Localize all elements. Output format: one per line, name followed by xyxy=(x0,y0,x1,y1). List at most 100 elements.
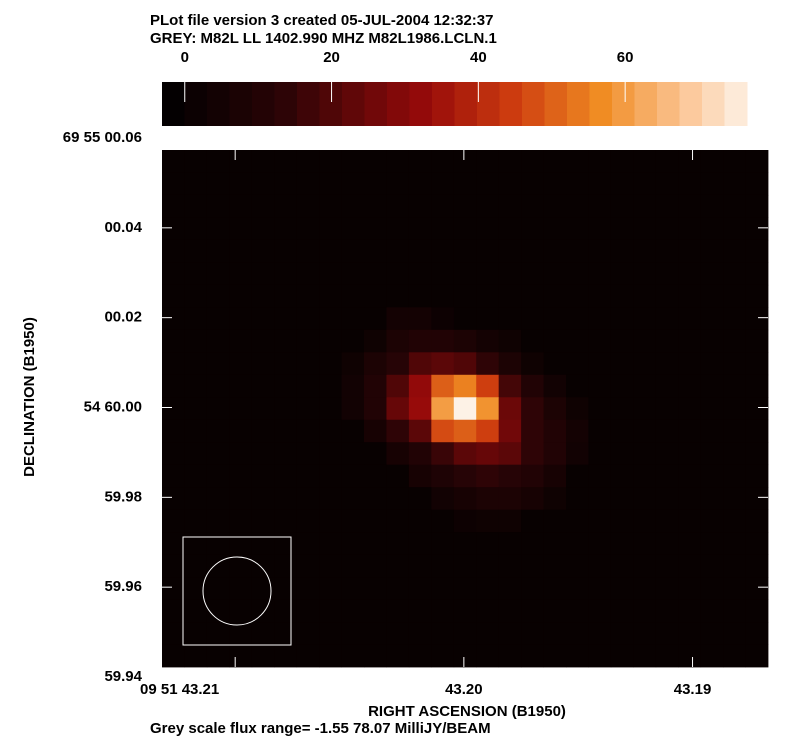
pixel xyxy=(386,622,410,645)
pixel xyxy=(678,194,702,218)
pixel xyxy=(453,150,477,173)
pixel xyxy=(251,644,275,668)
pixel xyxy=(206,577,230,600)
pixel xyxy=(678,554,702,578)
pixel xyxy=(453,284,477,308)
pixel xyxy=(184,599,208,623)
pixel xyxy=(521,307,544,331)
pixel xyxy=(274,150,298,173)
pixel xyxy=(206,532,230,556)
pixel xyxy=(521,262,544,286)
pixel xyxy=(476,644,500,668)
pixel xyxy=(655,374,679,398)
colorbar-tick-label: 0 xyxy=(181,49,189,66)
pixel xyxy=(162,532,185,556)
pixel xyxy=(498,262,522,286)
pixel xyxy=(543,577,567,600)
pixel xyxy=(431,599,455,623)
pixel xyxy=(566,329,589,353)
pixel xyxy=(319,554,342,578)
pixel xyxy=(251,194,275,218)
pixel xyxy=(162,464,185,488)
pixel xyxy=(319,374,342,398)
pixel xyxy=(700,509,724,533)
image xyxy=(162,150,769,668)
pixel xyxy=(610,599,634,623)
pixel xyxy=(251,419,275,443)
pixel xyxy=(566,194,589,218)
pixel xyxy=(521,194,544,218)
pixel xyxy=(700,464,724,488)
pixel xyxy=(610,329,634,353)
pixel xyxy=(678,172,702,196)
footer-note: Grey scale flux range= -1.55 78.07 Milli… xyxy=(150,720,491,737)
pixel xyxy=(296,172,320,196)
pixel xyxy=(453,262,477,286)
pixel xyxy=(364,487,387,511)
pixel xyxy=(610,464,634,488)
pixel xyxy=(633,352,657,376)
pixel xyxy=(229,150,253,173)
pixel xyxy=(431,532,455,556)
pixel xyxy=(566,577,589,600)
pixel xyxy=(498,397,522,421)
y-tick-label: 69 55 00.06 xyxy=(63,129,142,146)
colorbar-step xyxy=(724,82,748,126)
pixel xyxy=(723,284,746,308)
pixel xyxy=(588,419,612,443)
pixel xyxy=(296,509,320,533)
pixel xyxy=(408,284,432,308)
pixel xyxy=(678,374,702,398)
pixel xyxy=(408,172,432,196)
pixel xyxy=(386,262,410,286)
pixel xyxy=(588,599,612,623)
pixel xyxy=(498,622,522,645)
pixel xyxy=(341,239,365,263)
pixel xyxy=(723,419,746,443)
colorbar-step xyxy=(612,82,635,126)
pixel xyxy=(274,622,298,645)
colorbar-step xyxy=(679,82,703,126)
pixel xyxy=(408,374,432,398)
pixel xyxy=(543,464,567,488)
pixel xyxy=(543,419,567,443)
pixel xyxy=(610,554,634,578)
pixel xyxy=(566,150,589,173)
pixel xyxy=(476,419,500,443)
pixel xyxy=(162,509,185,533)
pixel xyxy=(341,172,365,196)
pixel xyxy=(274,172,298,196)
pixel xyxy=(296,397,320,421)
pixel xyxy=(498,352,522,376)
pixel xyxy=(162,397,185,421)
pixel xyxy=(655,532,679,556)
pixel xyxy=(364,577,387,600)
pixel xyxy=(453,644,477,668)
pixel xyxy=(543,532,567,556)
pixel xyxy=(610,239,634,263)
colorbar xyxy=(162,82,748,126)
pixel xyxy=(745,644,769,668)
pixel xyxy=(633,487,657,511)
pixel xyxy=(251,239,275,263)
pixel xyxy=(543,487,567,511)
pixel xyxy=(521,509,544,533)
pixel xyxy=(162,239,185,263)
pixel xyxy=(206,622,230,645)
x-tick-label: 43.19 xyxy=(674,681,712,698)
pixel xyxy=(206,442,230,466)
pixel xyxy=(408,487,432,511)
pixel xyxy=(319,599,342,623)
pixel xyxy=(521,352,544,376)
pixel xyxy=(274,397,298,421)
pixel xyxy=(588,442,612,466)
pixel xyxy=(566,532,589,556)
pixel xyxy=(700,329,724,353)
pixel xyxy=(364,352,387,376)
pixel xyxy=(251,262,275,286)
pixel xyxy=(610,487,634,511)
pixel xyxy=(431,397,455,421)
pixel xyxy=(364,262,387,286)
pixel xyxy=(408,262,432,286)
pixel xyxy=(319,307,342,331)
